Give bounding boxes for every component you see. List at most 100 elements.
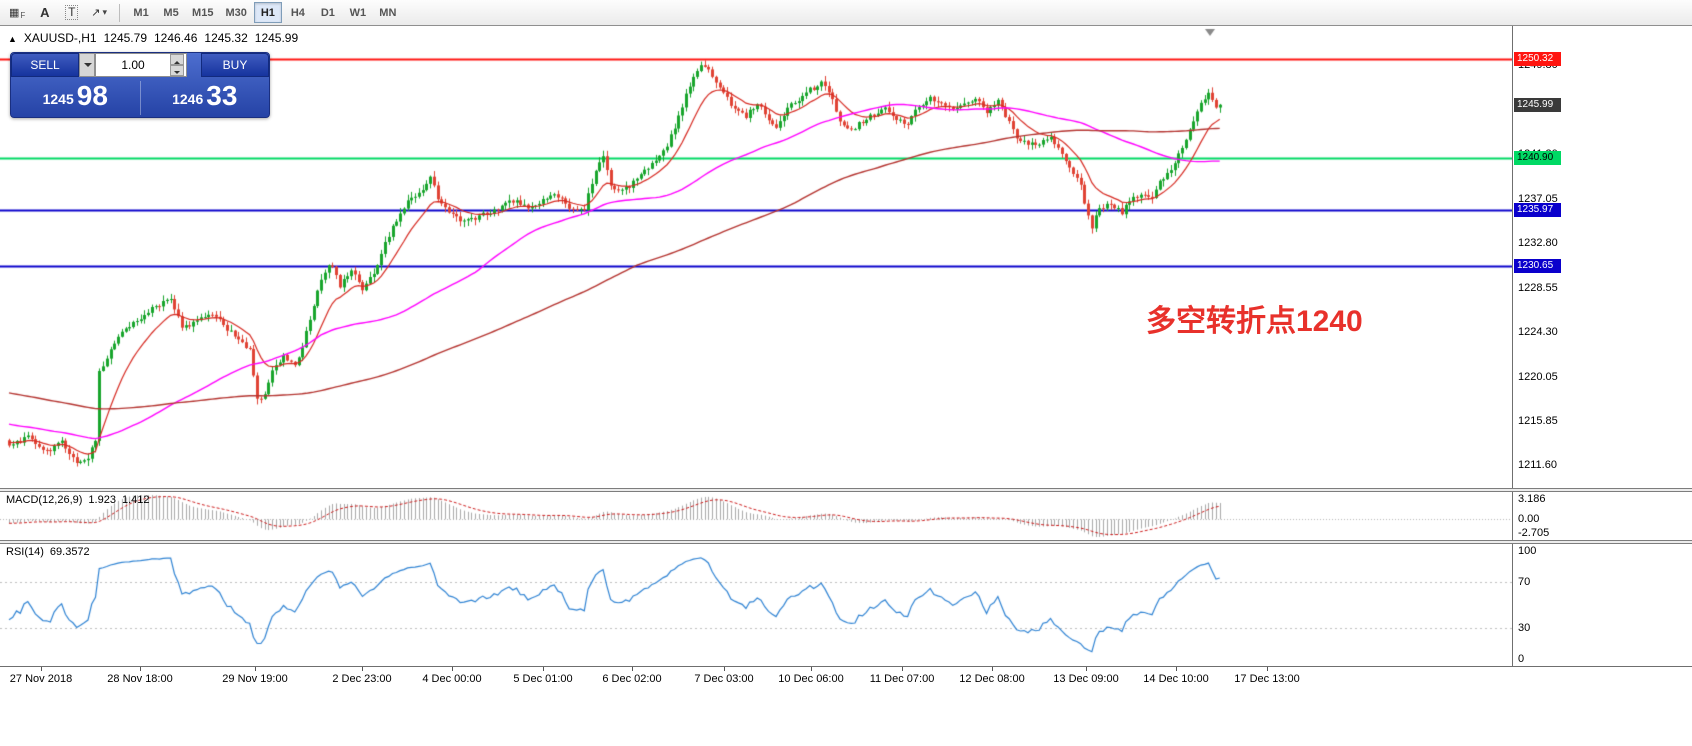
hline-price-badge: 1250.32 <box>1514 52 1561 67</box>
rsi-label: RSI(14) 69.3572 <box>6 546 90 558</box>
time-axis-tick <box>632 667 633 671</box>
hline-price-badge: 1240.90 <box>1514 151 1561 166</box>
hline-price-badge: 1235.97 <box>1514 202 1561 217</box>
time-axis-label: 11 Dec 07:00 <box>869 673 935 685</box>
current-price-badge: 1245.99 <box>1514 97 1561 112</box>
ohlc-open: 1245.79 <box>103 31 147 45</box>
ohlc-high: 1246.46 <box>154 31 198 45</box>
time-axis-label: 13 Dec 09:00 <box>1053 673 1119 685</box>
rsi-indicator-canvas[interactable] <box>0 544 1512 666</box>
y-axis-tick: 1232.80 <box>1518 237 1558 250</box>
macd-axis-label: 3.186 <box>1518 493 1546 505</box>
buy-price-big: 33 <box>206 79 238 111</box>
rsi-axis-label: 0 <box>1518 653 1525 665</box>
trade-panel-controls: SELL BUY <box>11 53 269 77</box>
y-axis-tick: 1211.60 <box>1518 459 1557 472</box>
chart-info-line: ▲ XAUUSD-,H1 1245.79 1246.46 1245.32 124… <box>8 31 298 45</box>
sell-button[interactable]: SELL <box>11 53 79 77</box>
macd-signal-value: 1.412 <box>121 494 150 506</box>
buy-price-main: 1246 <box>172 90 204 107</box>
time-axis[interactable]: 27 Nov 2018 28 Nov 18:00 29 Nov 19:00 2 Dec… <box>0 666 1692 691</box>
macd-main-value: 1.923 <box>88 494 116 506</box>
volume-decrease-button[interactable] <box>170 65 184 76</box>
chart-annotation-text: 多空转折点1240 <box>1146 305 1363 338</box>
volume-input[interactable] <box>96 54 170 76</box>
letter-a-icon: A <box>40 5 50 20</box>
trade-panel-quotes: 1245 98 1246 33 <box>11 77 270 117</box>
time-axis-tick <box>902 667 903 671</box>
time-axis-label: 5 Dec 01:00 <box>513 673 573 685</box>
grid-icon-sub: F <box>20 11 26 20</box>
time-axis-label: 17 Dec 13:00 <box>1234 673 1300 685</box>
time-axis-tick <box>724 667 725 671</box>
time-axis-tick <box>140 667 141 671</box>
time-axis-tick <box>1267 667 1268 671</box>
sell-price-big: 98 <box>76 79 108 111</box>
price-axis[interactable]: 1249.801245.551241.301237.051232.801228.… <box>1512 26 1692 666</box>
time-axis-tick <box>543 667 544 671</box>
chevron-down-icon: ▾ <box>102 7 108 17</box>
hline-price-badge: 1230.65 <box>1514 258 1561 273</box>
volume-dropdown-button[interactable] <box>79 53 95 77</box>
timeframe-button-w1[interactable]: W1 <box>344 2 372 23</box>
rsi-value: 69.3572 <box>49 546 90 558</box>
time-axis-tick <box>255 667 256 671</box>
time-axis-tick <box>362 667 363 671</box>
toolbar-separator <box>119 3 121 22</box>
time-axis-tick <box>1176 667 1177 671</box>
sell-price-main: 1245 <box>42 90 74 107</box>
timeframe-button-mn[interactable]: MN <box>374 2 402 23</box>
buy-button[interactable]: BUY <box>201 53 269 77</box>
time-axis-tick <box>41 667 42 671</box>
one-click-trading-panel: SELL BUY 1245 98 1246 33 <box>10 52 270 118</box>
pane-separator[interactable] <box>0 488 1692 492</box>
timeframe-button-h4[interactable]: H4 <box>284 2 312 23</box>
timeframe-button-m1[interactable]: M1 <box>127 2 155 23</box>
timeframe-button-m15[interactable]: M15 <box>187 2 218 23</box>
y-axis-tick: 1237.05 <box>1518 192 1558 205</box>
time-axis-label: 7 Dec 03:00 <box>694 673 754 685</box>
letter-t-icon: T <box>65 5 79 20</box>
draw-objects-button[interactable]: ↗ ▾ <box>86 2 112 23</box>
arrow-icon: ↗ <box>91 7 101 19</box>
y-axis-tick: 1220.05 <box>1518 370 1558 383</box>
grid-templates-button[interactable]: ▦ F <box>4 2 30 23</box>
time-axis-tick <box>1086 667 1087 671</box>
macd-name: MACD(12,26,9) <box>6 494 83 506</box>
symbol-marker-icon: ▲ <box>8 34 17 44</box>
y-axis-tick: 1224.30 <box>1518 326 1558 339</box>
time-axis-tick <box>452 667 453 671</box>
macd-label: MACD(12,26,9) 1.923 1.412 <box>6 494 149 506</box>
timeframe-button-d1[interactable]: D1 <box>314 2 342 23</box>
rsi-name: RSI(14) <box>6 546 44 558</box>
time-axis-label: 29 Nov 19:00 <box>222 673 288 685</box>
toolbar: ▦ F A T ↗ ▾ M1 M5 M15 M30 H1 H4 D1 W1 MN <box>0 0 1692 26</box>
timeframe-button-m5[interactable]: M5 <box>157 2 185 23</box>
timeframe-button-h1[interactable]: H1 <box>253 2 282 23</box>
sell-price: 1245 98 <box>11 79 140 114</box>
rsi-axis-label: 30 <box>1518 621 1531 634</box>
macd-indicator-canvas[interactable] <box>0 492 1512 540</box>
ohlc-close: 1245.99 <box>254 31 299 45</box>
text-label-button[interactable]: T <box>59 2 84 23</box>
time-axis-label: 6 Dec 02:00 <box>602 673 662 685</box>
y-axis-tick: 1215.85 <box>1518 414 1558 427</box>
y-axis-tick: 1228.55 <box>1518 281 1558 294</box>
time-axis-label: 10 Dec 06:00 <box>778 673 844 685</box>
text-annotation-button[interactable]: A <box>32 2 57 23</box>
volume-increase-button[interactable] <box>170 54 184 65</box>
time-axis-tick <box>811 667 812 671</box>
pane-separator[interactable] <box>0 540 1692 544</box>
symbol-title: XAUUSD-,H1 <box>23 31 97 45</box>
rsi-axis-label: 100 <box>1518 545 1537 557</box>
volume-field <box>95 53 187 77</box>
time-axis-tick <box>992 667 993 671</box>
macd-axis-label: -2.705 <box>1518 527 1550 539</box>
time-axis-label: 4 Dec 00:00 <box>422 673 482 685</box>
quote-divider <box>139 81 141 115</box>
buy-price: 1246 33 <box>141 79 270 114</box>
grid-icon: ▦ <box>9 7 20 19</box>
volume-spinner <box>170 54 184 76</box>
timeframe-button-m30[interactable]: M30 <box>220 2 251 23</box>
